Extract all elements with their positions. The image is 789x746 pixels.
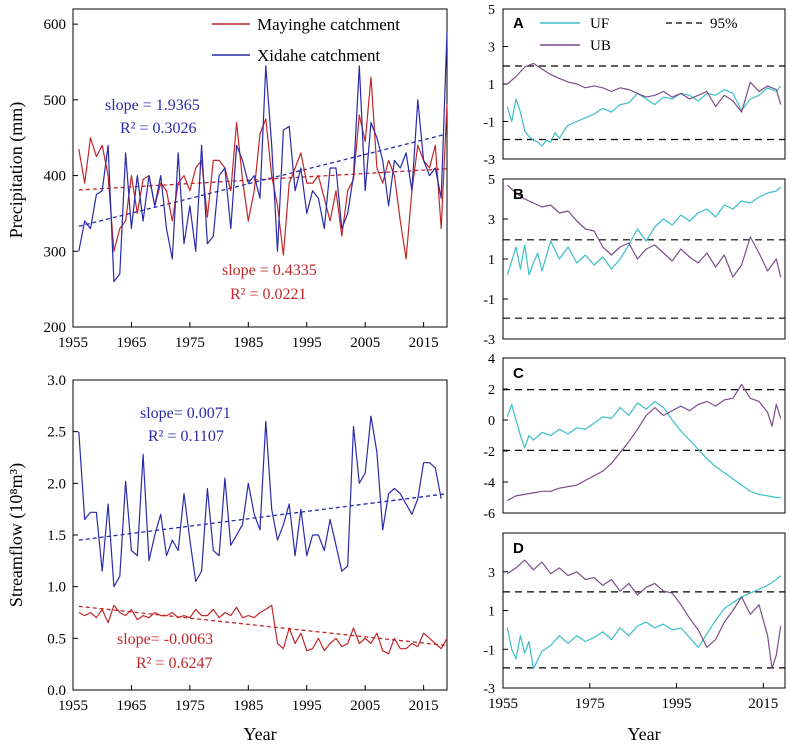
legend-label-xidahe: Xidahe catchment (257, 46, 380, 65)
trendline (78, 168, 448, 191)
panel-c-chart: -6 -4 -2 0 2 4 C (483, 352, 786, 522)
ytick-label: -1 (483, 116, 495, 131)
flow-red-r2: R² = 0.6247 (136, 655, 213, 672)
ytick-label: 3 (488, 41, 495, 56)
ytick-label: 2.5 (47, 425, 66, 441)
ytick-label: 1.5 (47, 528, 66, 544)
xtick-label: 1995 (662, 696, 692, 712)
series-line-xidahe-catchment (78, 31, 448, 283)
xtick-label: 1975 (575, 696, 605, 712)
ytick-label: 1 (488, 253, 495, 268)
ytick-label: 300 (44, 244, 67, 260)
panel-a-legend: UF 95% UB (540, 16, 738, 54)
xtick-label: 2005 (350, 335, 380, 351)
panel-b-label: B (513, 186, 524, 203)
ytick-label: 0.5 (47, 631, 66, 647)
ytick-label: 3 (488, 566, 495, 581)
series-line-uf (506, 186, 782, 276)
precip-red-r2: R² = 0.0221 (230, 286, 307, 303)
precip-red-slope: slope = 0.4335 (222, 262, 317, 279)
streamflow-xlabel: Year (243, 724, 276, 744)
ytick-label: -4 (483, 476, 495, 491)
panel-a-chart: -3 -1 1 3 5 A UF 95% UB (483, 3, 786, 168)
ytick-label: -2 (483, 445, 495, 460)
panel-d-label: D (513, 540, 524, 557)
ytick-label: 3.0 (47, 373, 66, 389)
xtick-label: 2005 (350, 698, 380, 714)
xtick-label: 1965 (116, 335, 146, 351)
precipitation-ylabel: Precipitation (mm) (6, 102, 27, 238)
ytick-label: -1 (483, 293, 495, 308)
xtick-label: 1955 (58, 335, 88, 351)
ytick-label: 200 (44, 320, 67, 336)
precip-blue-slope: slope = 1.9365 (105, 97, 200, 114)
streamflow-ylabel: Streamflow (10⁸m³) (6, 463, 27, 607)
series-line-mayinghe-catchment (78, 604, 448, 655)
panel-c-label: C (513, 365, 524, 382)
ytick-label: 0 (488, 414, 495, 429)
xtick-label: 1985 (233, 698, 263, 714)
ytick-label: 3 (488, 213, 495, 228)
xtick-label: 1965 (116, 698, 146, 714)
ytick-label: 1 (488, 78, 495, 93)
ytick-label: 1 (488, 605, 495, 620)
ytick-label: -3 (483, 153, 495, 168)
precipitation-frame (72, 8, 448, 328)
panel-a-label: A (513, 15, 524, 32)
panel-a-frame (502, 8, 786, 160)
legend-label-uf: UF (590, 16, 609, 32)
flow-red-slope: slope= -0.0063 (117, 631, 213, 648)
xtick-label: 1975 (175, 698, 205, 714)
ytick-label: 5 (488, 173, 495, 188)
panel-d-chart: -3 -1 1 3 1955 1975 1995 2015 D Year (483, 532, 786, 744)
xtick-label: 2015 (748, 696, 778, 712)
flow-blue-r2: R² = 0.1107 (148, 428, 224, 445)
trendline (78, 605, 448, 647)
legend-label-95: 95% (710, 16, 738, 32)
series-line-xidahe-catchment (78, 415, 442, 588)
xtick-label: 1955 (58, 698, 88, 714)
xtick-label: 1955 (488, 696, 518, 712)
trendline (78, 133, 448, 227)
series-line-ub (506, 184, 782, 278)
streamflow-chart: 0.0 0.5 1.0 1.5 2.0 2.5 3.0 1955 1965 1975 1985 199… (6, 373, 448, 744)
series-line-ub (507, 383, 782, 502)
series-line-ub (506, 62, 782, 113)
ytick-label: -6 (483, 507, 495, 522)
precip-blue-r2: R² = 0.3026 (120, 120, 197, 137)
ytick-label: 1.0 (47, 580, 66, 596)
ytick-label: 2 (488, 383, 495, 398)
legend-label-ub: UB (590, 38, 611, 54)
ytick-label: 2.0 (47, 476, 66, 492)
panel-d-xlabel: Year (627, 724, 660, 744)
series-line-uf (506, 575, 782, 670)
legend-label-mayinghe: Mayinghe catchment (257, 15, 400, 34)
panel-b-chart: -3 -1 1 3 5 B (483, 173, 786, 348)
xtick-label: 2015 (409, 335, 439, 351)
series-line-uf (506, 85, 782, 147)
panel-c-frame (502, 357, 786, 514)
xtick-label: 2015 (409, 698, 439, 714)
ytick-label: 600 (44, 17, 67, 33)
xtick-label: 1995 (292, 698, 322, 714)
panel-d-frame (502, 532, 786, 689)
xtick-label: 1985 (233, 335, 263, 351)
trendline (78, 493, 448, 541)
series-line-ub (506, 559, 782, 670)
ytick-label: 5 (488, 3, 495, 18)
ytick-label: -1 (483, 643, 495, 658)
ytick-label: 4 (488, 352, 495, 367)
precipitation-chart: 200 300 400 500 600 1955 1965 1975 1985 1995 2005 2… (6, 8, 448, 351)
ytick-label: 0.0 (47, 683, 66, 699)
ytick-label: -3 (483, 333, 495, 348)
precipitation-legend: Mayinghe catchment Xidahe catchment (212, 15, 400, 65)
xtick-label: 1995 (292, 335, 322, 351)
ytick-label: -3 (483, 682, 495, 697)
ytick-label: 500 (44, 93, 67, 109)
flow-blue-slope: slope= 0.0071 (140, 405, 231, 422)
xtick-label: 1975 (175, 335, 205, 351)
series-line-uf (506, 400, 781, 499)
ytick-label: 400 (44, 169, 67, 185)
